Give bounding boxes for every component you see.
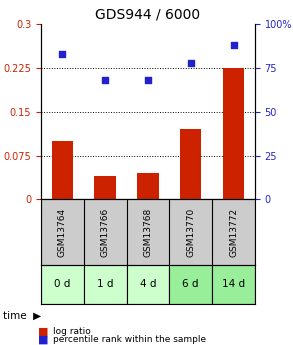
Text: ■: ■ [38,335,49,345]
FancyBboxPatch shape [41,265,84,304]
Text: 1 d: 1 d [97,279,113,289]
Bar [180,129,202,199]
FancyBboxPatch shape [169,265,212,304]
Point [60,51,65,57]
Text: GSM13770: GSM13770 [186,208,195,257]
FancyBboxPatch shape [212,265,255,304]
Title: GDS944 / 6000: GDS944 / 6000 [96,8,200,22]
Text: ■: ■ [38,327,49,337]
Text: GSM13766: GSM13766 [101,208,110,257]
Text: GSM13772: GSM13772 [229,208,238,257]
Text: GSM13764: GSM13764 [58,208,67,257]
Point [146,78,150,83]
FancyBboxPatch shape [127,265,169,304]
Text: percentile rank within the sample: percentile rank within the sample [53,335,206,344]
Bar [94,176,116,199]
Text: log ratio: log ratio [53,327,91,336]
Text: 0 d: 0 d [54,279,71,289]
Text: GSM13768: GSM13768 [144,208,152,257]
Bar [52,141,73,199]
Text: 6 d: 6 d [183,279,199,289]
Point [231,42,236,48]
Point [188,60,193,66]
FancyBboxPatch shape [84,265,127,304]
Bar [223,68,244,199]
Text: time  ▶: time ▶ [3,311,41,321]
Bar [137,173,159,199]
Text: 14 d: 14 d [222,279,245,289]
Text: 4 d: 4 d [140,279,156,289]
Point [103,78,108,83]
